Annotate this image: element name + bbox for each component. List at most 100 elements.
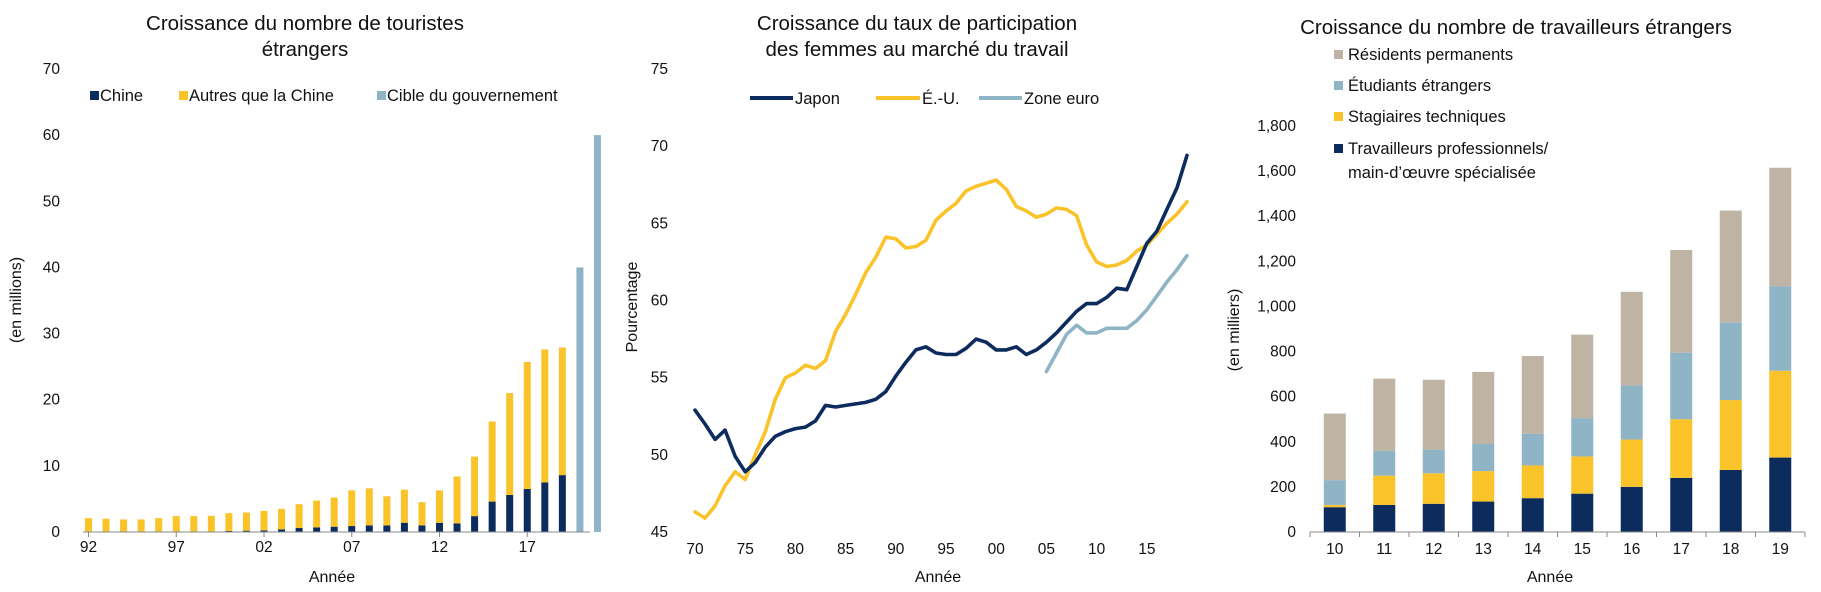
- bar-autres-que-la-chine-2001: [242, 512, 250, 531]
- participation-y-tick-label: 70: [651, 138, 669, 155]
- legend-swatch-cible: [377, 91, 386, 100]
- legend-label-autres: Autres que la Chine: [189, 87, 334, 105]
- tourists-x-tick-label: 07: [343, 539, 360, 556]
- workers-y-axis-label: (en milliers): [1226, 289, 1243, 372]
- bar-segment-3-16: [1620, 291, 1643, 386]
- bar-cible-du-gouvernement-2030: [593, 135, 601, 532]
- bar-segment-2-15: [1571, 418, 1594, 457]
- bar-segment-2-12: [1422, 449, 1445, 474]
- bar-segment-0-14: [1521, 498, 1544, 532]
- bar-segment-3-13: [1472, 371, 1495, 445]
- participation-y-tick-label: 55: [651, 370, 668, 387]
- bar-autres-que-la-chine-2006: [330, 497, 338, 527]
- bar-autres-que-la-chine-2019: [558, 347, 566, 476]
- bar-chine-2013: [453, 523, 461, 532]
- bar-autres-que-la-chine-1998: [190, 516, 198, 532]
- tourists-y-tick-label: 50: [43, 193, 61, 210]
- bar-segment-1-16: [1620, 439, 1643, 487]
- bar-segment-1-12: [1422, 473, 1445, 504]
- workers-x-tick-label: 17: [1673, 541, 1690, 558]
- bar-autres-que-la-chine-2003: [278, 508, 286, 530]
- bar-segment-3-12: [1422, 379, 1445, 450]
- bar-autres-que-la-chine-1997: [172, 516, 180, 532]
- bar-segment-0-13: [1472, 501, 1495, 532]
- bar-autres-que-la-chine-1993: [102, 518, 110, 532]
- bar-segment-1-17: [1670, 419, 1693, 478]
- tourists-y-tick-label: 20: [43, 392, 61, 409]
- bar-segment-1-19: [1769, 370, 1792, 458]
- participation-x-tick-label: 75: [737, 541, 754, 558]
- bar-autres-que-la-chine-2016: [506, 393, 514, 495]
- bar-segment-1-10: [1323, 504, 1346, 508]
- workers-y-tick-label: 0: [1287, 524, 1296, 541]
- panel-participation: Croissance du taux de participation des …: [624, 12, 1189, 586]
- legend-swatch-autres: [179, 91, 188, 100]
- participation-x-tick-label: 00: [988, 541, 1006, 558]
- tourists-x-tick-label: 97: [168, 539, 185, 556]
- participation-lines: [693, 153, 1189, 520]
- tourists-x-tick-label: 92: [80, 539, 97, 556]
- bar-autres-que-la-chine-1999: [207, 515, 215, 532]
- tourists-legend: Chine Autres que la Chine Cible du gouve…: [90, 87, 558, 105]
- participation-x-tick-label: 85: [837, 541, 854, 558]
- workers-y-tick-label: 800: [1270, 344, 1296, 361]
- bar-segment-2-10: [1323, 480, 1346, 505]
- workers-y-tick-label: 1,000: [1257, 298, 1296, 315]
- tourists-x-tick-label: 17: [519, 539, 536, 556]
- bar-autres-que-la-chine-2005: [313, 500, 321, 528]
- bar-segment-3-15: [1571, 334, 1594, 419]
- bar-segment-3-17: [1670, 250, 1693, 353]
- participation-y-axis-label: Pourcentage: [624, 262, 641, 353]
- bar-chine-2001: [242, 530, 250, 532]
- workers-y-tick-label: 600: [1270, 389, 1296, 406]
- legend-swatch-travailleurs: [1334, 144, 1343, 153]
- tourists-y-tick-label: 40: [43, 259, 61, 276]
- workers-y-tick-label: 1,400: [1257, 208, 1296, 225]
- legend-label-chine: Chine: [100, 87, 143, 105]
- workers-x-tick-label: 11: [1376, 541, 1392, 558]
- tourists-title-line-2: étrangers: [262, 38, 349, 61]
- bar-chine-2005: [313, 527, 321, 532]
- line-eu: [693, 178, 1189, 520]
- bar-chine-2011: [418, 525, 426, 532]
- workers-bars: [1323, 167, 1792, 532]
- bar-autres-que-la-chine-2018: [541, 349, 549, 483]
- tourists-y-tick-label: 10: [43, 458, 61, 475]
- tourists-y-tick-label: 0: [51, 524, 60, 541]
- participation-y-tick-label: 75: [651, 61, 668, 78]
- participation-title-line-2: des femmes au marché du travail: [765, 38, 1068, 61]
- bar-segment-0-18: [1719, 469, 1742, 532]
- participation-y-tick-label: 45: [651, 524, 668, 541]
- workers-y-tick-label: 1,800: [1257, 118, 1296, 135]
- bar-chine-2015: [488, 501, 496, 532]
- bar-autres-que-la-chine-2015: [488, 421, 496, 502]
- bar-autres-que-la-chine-2011: [418, 502, 426, 526]
- bar-segment-3-14: [1521, 356, 1544, 434]
- participation-y-tick-label: 50: [651, 447, 669, 464]
- workers-y-tick-label: 1,200: [1257, 253, 1296, 270]
- workers-x-tick-label: 15: [1574, 541, 1591, 558]
- participation-x-tick-label: 95: [937, 541, 954, 558]
- workers-x-tick-label: 13: [1475, 541, 1492, 558]
- bar-chine-2006: [330, 526, 338, 532]
- bar-chine-2009: [383, 525, 391, 532]
- bar-autres-que-la-chine-2014: [471, 456, 479, 517]
- bar-chine-2007: [348, 526, 356, 532]
- participation-x-tick-label: 15: [1138, 541, 1155, 558]
- bar-chine-2017: [523, 489, 531, 532]
- participation-x-tick-label: 90: [887, 541, 905, 558]
- panel-workers: Croissance du nombre de travailleurs étr…: [1226, 16, 1806, 586]
- workers-x-tick-label: 10: [1326, 541, 1344, 558]
- participation-y-ticks: 45 50 55 60 65 70 75: [651, 61, 669, 541]
- participation-x-ticks: 70 75 80 85 90 95 00 05 10 15: [686, 541, 1155, 558]
- bar-chine-2019: [558, 475, 566, 532]
- workers-x-tick-label: 16: [1623, 541, 1640, 558]
- bar-segment-1-13: [1472, 471, 1495, 502]
- bar-segment-0-11: [1373, 504, 1396, 532]
- workers-title: Croissance du nombre de travailleurs étr…: [1300, 16, 1732, 39]
- bar-autres-que-la-chine-2000: [225, 513, 233, 532]
- tourists-x-axis-label: Année: [309, 569, 355, 586]
- tourists-x-ticks: 92 97 02 07 12 17: [80, 532, 536, 556]
- bar-chine-2018: [541, 482, 549, 532]
- bar-segment-3-11: [1373, 378, 1396, 451]
